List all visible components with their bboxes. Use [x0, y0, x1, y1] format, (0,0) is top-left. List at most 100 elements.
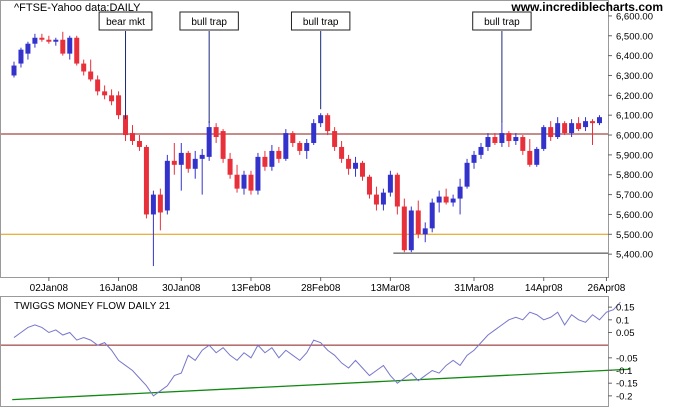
candle-body	[450, 198, 456, 203]
candle-body	[178, 152, 184, 165]
candle-body	[262, 156, 268, 167]
candle-body	[408, 210, 414, 251]
money-flow-trendline	[12, 368, 630, 401]
annotation-box	[179, 11, 239, 31]
candle	[46, 35, 52, 44]
annotation-bull-trap: bull trap	[290, 11, 351, 110]
candle	[464, 158, 470, 189]
annotation-bull-trap: bull trap	[179, 11, 239, 124]
candle-body	[206, 127, 212, 157]
candle-body	[464, 162, 470, 187]
candle-body	[11, 65, 17, 76]
candle	[499, 123, 505, 147]
candle-body	[415, 210, 421, 235]
candle-body	[290, 133, 296, 143]
candle-body	[248, 174, 254, 191]
x-tick-label: 28Feb08	[301, 283, 341, 294]
candle	[297, 140, 303, 155]
y-tick-label: 6,200.00	[616, 91, 653, 102]
candle-body	[95, 79, 101, 92]
candle	[60, 31, 66, 56]
candle-body	[227, 158, 233, 175]
candle-body	[422, 228, 428, 235]
candle-body	[583, 121, 589, 128]
candle	[102, 85, 108, 100]
x-tick-label: 16Jan08	[99, 283, 138, 294]
x-tick-label: 14Apr08	[525, 283, 563, 294]
candle	[116, 91, 122, 120]
price-y-axis: 5,400.00 5,500.00 5,600.00 5,700.00 5,800.00…	[608, 11, 653, 261]
annotation-label: bull trap	[191, 17, 227, 28]
candle	[18, 47, 24, 68]
candle-body	[373, 194, 379, 205]
x-tick-label: 31Mar08	[454, 283, 494, 294]
candle	[192, 150, 198, 179]
candle	[95, 75, 101, 96]
candle	[67, 35, 73, 60]
candle	[457, 178, 463, 215]
candle	[534, 146, 540, 167]
candle	[360, 160, 365, 181]
candle	[11, 61, 17, 78]
annotation-bull-trap: bull trap	[472, 11, 532, 124]
candle	[387, 170, 393, 197]
candle	[471, 150, 477, 169]
candle-body	[185, 152, 191, 169]
candle	[541, 125, 547, 151]
y-tick-label: 6,000.00	[616, 131, 653, 142]
candle-body	[123, 115, 129, 136]
candle	[373, 186, 379, 211]
candle	[234, 164, 240, 193]
candle-body	[276, 150, 282, 159]
candle-body	[116, 95, 122, 116]
candle-body	[164, 160, 170, 211]
candle-body	[150, 194, 156, 215]
candle-body	[492, 137, 498, 143]
candle-body	[325, 115, 331, 132]
y-tick-label: 5,500.00	[616, 230, 653, 241]
annotation-box	[290, 11, 351, 31]
candle	[262, 150, 268, 171]
candle-body	[297, 142, 303, 151]
candle	[443, 188, 449, 205]
annotation-box	[98, 11, 153, 31]
candle	[227, 152, 233, 179]
candle	[88, 59, 94, 82]
candle-body	[360, 162, 365, 177]
y-tick-label: 6,400.00	[616, 51, 653, 62]
candle-body	[81, 63, 87, 72]
candle-body	[143, 146, 149, 215]
candle-body	[590, 121, 596, 124]
x-tick-label: 13Mar08	[371, 283, 411, 294]
mf-y-tick-label: -0.15	[616, 379, 638, 390]
candle	[206, 121, 212, 161]
candle	[415, 200, 421, 239]
candle	[276, 146, 282, 163]
candle-body	[596, 117, 602, 124]
candle	[520, 135, 526, 155]
candle-body	[74, 37, 80, 64]
candle-body	[304, 142, 310, 151]
candle	[171, 142, 177, 175]
site-url: www.incrediblecharts.com	[510, 0, 663, 14]
candle-body	[513, 137, 519, 141]
money-flow-title: TWIGGS MONEY FLOW DAILY 21	[14, 301, 171, 312]
candle	[569, 119, 575, 138]
y-tick-label: 5,800.00	[616, 170, 653, 181]
candle-body	[499, 133, 505, 143]
candle	[290, 131, 296, 147]
candle-body	[534, 148, 540, 165]
candle	[346, 154, 352, 175]
mf-y-tick-label: 0.05	[616, 328, 635, 339]
candle-body	[555, 123, 561, 138]
candle-body	[213, 127, 219, 138]
candle-body	[471, 154, 477, 163]
money-flow-line	[13, 301, 621, 397]
candle-body	[506, 133, 512, 141]
candle	[485, 133, 491, 151]
candle-body	[157, 194, 163, 213]
candle	[596, 115, 602, 126]
mf-y-tick-label: -0.2	[616, 391, 632, 402]
candle	[150, 190, 156, 267]
